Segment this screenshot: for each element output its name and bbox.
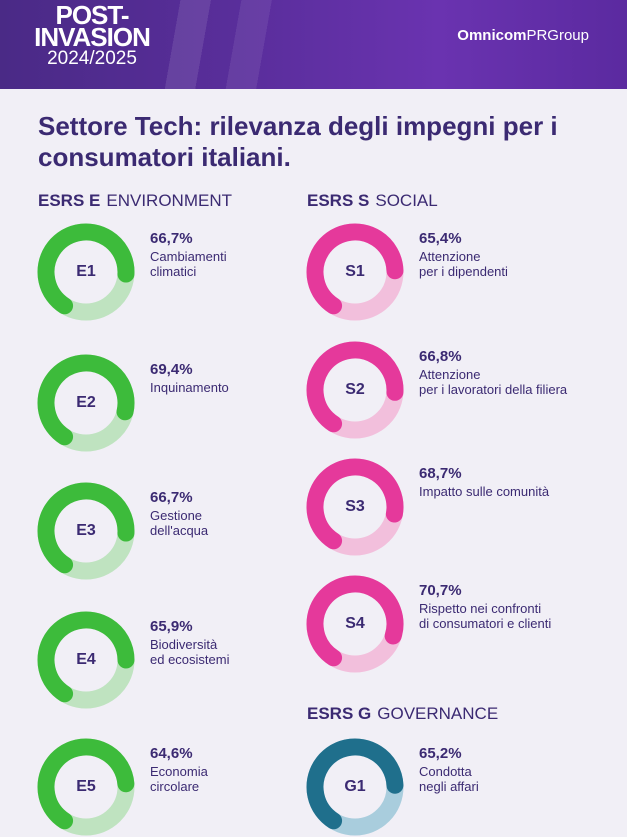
donut-e4 [37, 611, 135, 709]
donut-percent-e1: 66,7% [150, 230, 193, 247]
donut-percent-s2: 66,8% [419, 348, 462, 365]
donut-e1 [37, 223, 135, 321]
section-social: ESRS S SOCIAL [307, 191, 438, 211]
donut-percent-e4: 65,9% [150, 618, 193, 635]
donut-label-e3: E3 [76, 522, 96, 539]
donut-description-s4: Rispetto nei confronti di consumatori e … [419, 601, 552, 631]
donut-percent-s4: 70,7% [419, 582, 462, 599]
donut-percent-s1: 65,4% [419, 230, 462, 247]
donut-item-s2: S2 66,8% Attenzione per i lavoratori della… [305, 340, 605, 440]
logo-line2: INVASION [34, 22, 151, 52]
donut-percent-e3: 66,7% [150, 489, 193, 506]
donut-description-s1: Attenzione per i dipendenti [419, 249, 508, 279]
omnicom-brand: OmnicomPRGroup [457, 27, 589, 44]
donut-arc-e2 [37, 354, 135, 452]
section-governance-code: ESRS G [307, 704, 372, 723]
donut-arc-e4 [37, 611, 135, 709]
donut-item-s1: S1 65,4% Attenzione per i dipendenti [305, 222, 605, 322]
donut-s3 [306, 458, 404, 556]
donut-item-e4: E4 65,9% Biodiversità ed ecosistemi [36, 610, 336, 710]
donut-item-e3: E3 66,7% Gestione dell'acqua [36, 481, 336, 581]
donut-e3 [37, 482, 135, 580]
donut-percent-s3: 68,7% [419, 465, 462, 482]
donut-label-e2: E2 [76, 394, 96, 411]
donut-arc-s2 [306, 341, 404, 439]
donut-description-e5: Economia circolare [150, 764, 208, 794]
donut-arc-s3 [306, 458, 404, 556]
donut-item-s3: S3 68,7% Impatto sulle comunità [305, 457, 605, 557]
donut-label-s3: S3 [345, 498, 365, 515]
donut-arc-s4 [306, 575, 404, 673]
donut-item-g1: G1 65,2% Condotta negli affari [305, 737, 605, 837]
donut-item-e5: E5 64,6% Economia circolare [36, 737, 336, 837]
donut-description-e3: Gestione dell'acqua [150, 508, 209, 538]
donut-s2 [306, 341, 404, 439]
donut-e2 [37, 354, 135, 452]
donut-percent-e2: 69,4% [150, 361, 193, 378]
donut-label-s2: S2 [345, 381, 365, 398]
logo-line3: 2024/2025 [47, 48, 137, 69]
donut-item-e1: E1 66,7% Cambiamenti climatici [36, 222, 336, 322]
header-stripes [150, 0, 350, 89]
donut-description-s2: Attenzione per i lavoratori della filier… [419, 367, 568, 397]
donut-label-e1: E1 [76, 263, 96, 280]
donut-label-e5: E5 [76, 778, 96, 795]
donut-arc-e3 [37, 482, 135, 580]
donut-arc-s1 [306, 223, 404, 321]
donut-label-s4: S4 [345, 615, 365, 632]
donut-label-e4: E4 [76, 651, 96, 668]
donut-percent-g1: 65,2% [419, 745, 462, 762]
brand-bold: Omnicom [457, 27, 527, 44]
donut-description-e4: Biodiversità ed ecosistemi [150, 637, 230, 667]
page-title: Settore Tech: rilevanza degli impegni pe… [38, 111, 558, 172]
donut-description-g1: Condotta negli affari [419, 764, 479, 794]
donut-item-e2: E2 69,4% Inquinamento [36, 353, 336, 453]
section-governance: ESRS G GOVERNANCE [307, 704, 498, 724]
donut-description-e2: Inquinamento [150, 380, 229, 395]
donut-arc-e1 [37, 223, 135, 321]
section-environment-code: ESRS E [38, 191, 101, 210]
post-invasion-logo: POST- INVASION 2024/2025 [32, 0, 152, 70]
section-environment-name: ENVIRONMENT [106, 191, 232, 210]
section-social-name: SOCIAL [375, 191, 438, 210]
logo-line1: POST- [55, 0, 129, 30]
donut-s4 [306, 575, 404, 673]
brand-rest: PRGroup [526, 27, 589, 44]
section-social-code: ESRS S [307, 191, 370, 210]
donut-s1 [306, 223, 404, 321]
donut-label-s1: S1 [345, 263, 365, 280]
donut-label-g1: G1 [344, 778, 366, 795]
header-banner: POST- INVASION 2024/2025 OmnicomPRGroup [0, 0, 627, 89]
donut-percent-e5: 64,6% [150, 745, 193, 762]
section-environment: ESRS E ENVIRONMENT [38, 191, 232, 211]
donut-description-e1: Cambiamenti climatici [150, 249, 227, 279]
donut-description-s3: Impatto sulle comunità [419, 484, 550, 499]
donut-item-s4: S4 70,7% Rispetto nei confronti di consuma… [305, 574, 605, 674]
section-governance-name: GOVERNANCE [377, 704, 499, 723]
